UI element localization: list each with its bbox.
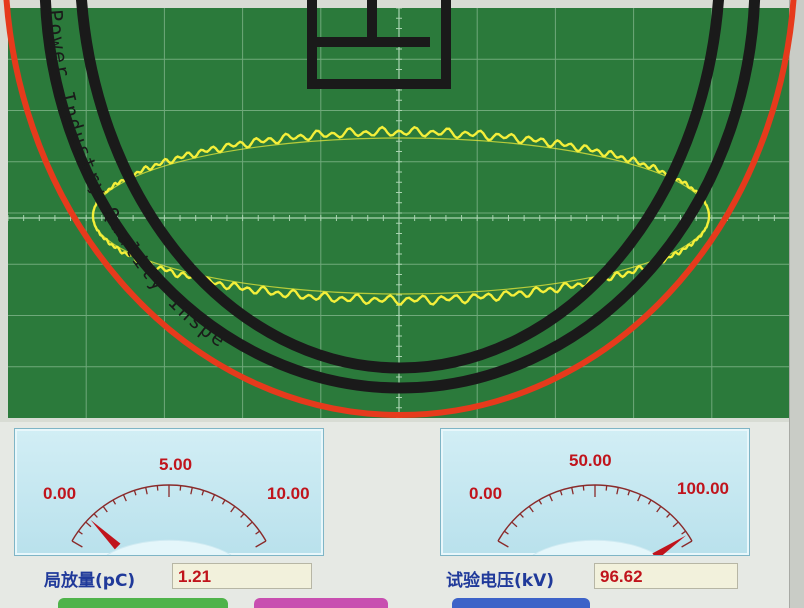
meter-tick [504,530,509,535]
meter-tick [179,485,182,491]
pd-readout-label: 局放量(pC) [44,571,136,591]
pd-meter-dial [71,484,267,555]
meter-tick [133,490,137,496]
meter-tick [656,506,662,513]
meter-tick [221,499,226,505]
meter-tick [582,485,585,491]
meter-tick [255,530,260,535]
bottom-button-1[interactable] [58,598,228,608]
meter-tick [230,506,236,513]
meter-pivot-arc [532,539,658,555]
oscilloscope-panel [0,0,804,422]
pd-meter-max-label: 10.00 [267,484,310,503]
meter-needle [652,535,687,555]
oscilloscope-display [8,8,790,418]
meter-tick [201,490,205,496]
meter-tick [681,530,686,535]
voltage-meter: 0.00 50.00 100.00 [440,428,750,556]
meter-tick [616,487,619,495]
meter-tick [122,494,127,502]
meter-tick [240,513,245,518]
waveform-trace [91,125,711,306]
meter-tick [511,521,518,528]
meter-tick [548,494,553,502]
bottom-button-2[interactable] [254,598,388,608]
meter-tick [637,494,642,502]
voltage-meter-max-label: 100.00 [677,479,729,498]
voltage-meter-mid-label: 50.00 [569,451,612,470]
meter-tick [627,490,631,496]
meter-tick [190,487,193,495]
right-scrollbar[interactable] [789,0,804,608]
meter-needle [90,519,121,550]
meter-tick [672,521,679,528]
meter-tick [666,513,671,518]
bottom-button-3[interactable] [452,598,590,608]
meter-tick [559,490,563,496]
meter-tick [71,540,83,548]
meter-tick [681,540,693,548]
meter-tick [211,494,216,502]
meter-tick [538,499,543,505]
meter-tick [85,521,92,528]
meter-tick [93,513,98,518]
oscilloscope-screen [8,8,790,418]
pd-meter: 0.00 5.00 10.00 [14,428,324,556]
meter-tick [605,485,608,491]
meter-tick [571,487,574,495]
meter-tick [102,506,108,513]
pd-meter-mid-label: 5.00 [159,455,193,474]
meter-tick [528,506,534,513]
pd-readout-field[interactable]: 1.21 [172,563,312,589]
meter-tick [497,540,509,548]
meter-tick [156,485,159,491]
meter-pivot-arc [106,539,232,555]
meter-tick [519,513,524,518]
meter-tick [255,540,267,548]
voltage-readout-field[interactable]: 96.62 [594,563,738,589]
voltage-meter-dial [497,484,693,555]
voltage-readout-label: 试验电压(kV) [446,571,555,591]
voltage-meter-min-label: 0.00 [469,484,503,503]
meter-tick [145,487,148,495]
meter-tick [647,499,652,505]
meter-tick [246,521,253,528]
meter-tick [112,499,117,505]
pd-meter-min-label: 0.00 [43,484,77,503]
meter-tick [78,530,83,535]
